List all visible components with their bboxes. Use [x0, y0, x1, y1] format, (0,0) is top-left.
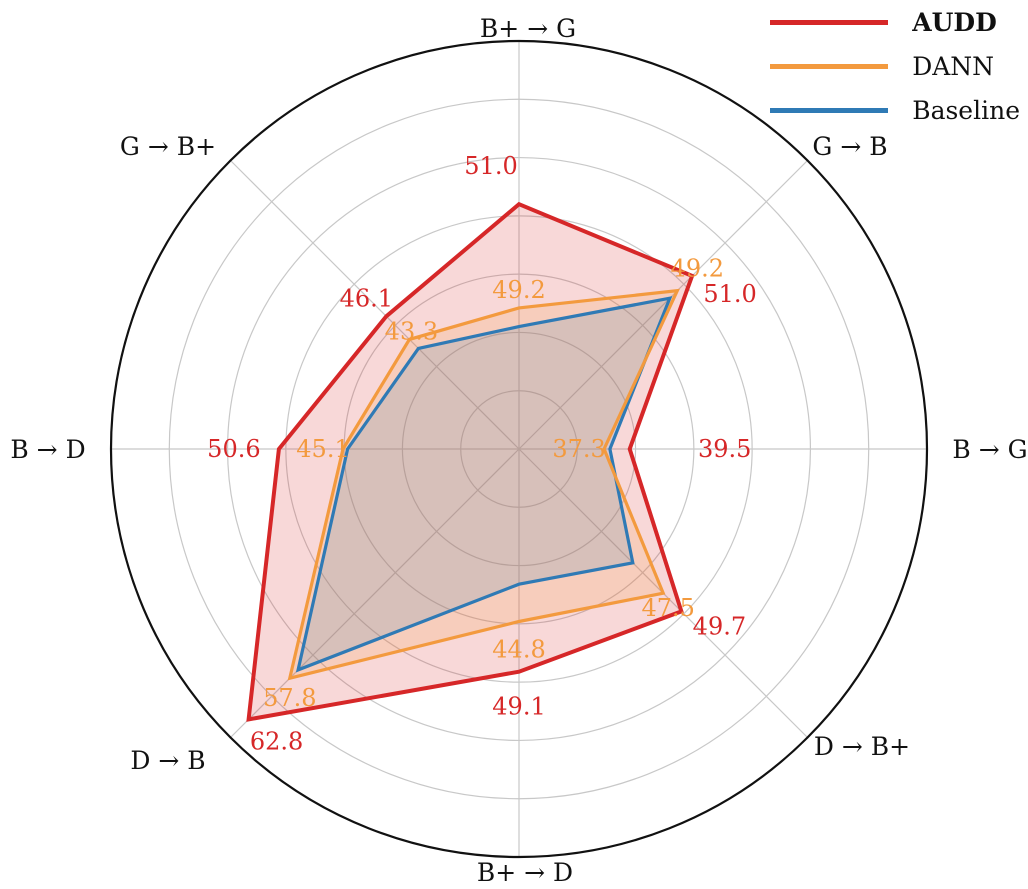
series-fill-dann	[289, 290, 678, 679]
value-label-audd: 49.1	[492, 693, 545, 721]
series-fills	[248, 204, 693, 720]
axis-label: G → B	[812, 132, 887, 161]
axis-label: B → D	[10, 435, 85, 464]
value-label-dann: 49.2	[671, 255, 724, 283]
axis-label: B+ → G	[480, 14, 576, 43]
axis-label: B+ → D	[477, 858, 573, 887]
axis-label: G → B+	[120, 132, 216, 161]
value-label-dann: 49.2	[492, 276, 545, 304]
legend: AUDD DANN Baseline	[770, 0, 1020, 132]
value-label-dann: 57.8	[263, 684, 316, 712]
value-label-dann: 37.3	[552, 435, 605, 463]
value-label-audd: 62.8	[250, 727, 303, 755]
axis-labels: B → G G → B B+ → G G → B+ B → D D → B B+ → D D …	[10, 14, 1027, 887]
series-fill-baseline	[298, 298, 670, 670]
legend-label-baseline: Baseline	[912, 95, 1020, 125]
series-line-dann	[287, 288, 680, 681]
value-label-audd: 46.1	[340, 284, 393, 312]
legend-item-dann: DANN	[770, 44, 1020, 88]
grid-spoke	[518, 160, 808, 450]
legend-item-audd: AUDD	[770, 0, 1020, 44]
legend-label-dann: DANN	[912, 51, 995, 81]
series-lines	[246, 201, 695, 722]
axis-label: B → G	[952, 435, 1027, 464]
series-line-audd	[246, 201, 695, 722]
legend-line-dann	[770, 63, 889, 69]
value-label-audd: 51.0	[703, 280, 756, 308]
axis-label: D → B	[130, 746, 205, 775]
value-label-audd: 49.7	[693, 612, 746, 640]
value-label-dann: 47.5	[641, 594, 694, 622]
legend-line-audd	[770, 19, 889, 25]
legend-line-baseline	[770, 107, 889, 113]
value-label-audd: 39.5	[698, 435, 751, 463]
value-label-dann: 44.8	[492, 636, 545, 664]
grid	[109, 39, 929, 859]
grid-spoke	[230, 160, 520, 450]
series-line-baseline	[295, 296, 673, 673]
legend-item-baseline: Baseline	[770, 88, 1020, 132]
axis-label: D → B+	[814, 732, 910, 761]
grid-spoke	[230, 448, 520, 738]
value-label-dann: 45.1	[296, 435, 349, 463]
value-label-dann: 43.3	[385, 317, 438, 345]
value-labels: 37.3 49.2 49.2 43.3 45.1 57.8 44.8 47.5 39.5 51.0…	[207, 152, 757, 755]
value-label-audd: 51.0	[464, 152, 517, 180]
series-fill-audd	[248, 204, 693, 720]
legend-label-audd: AUDD	[912, 7, 997, 37]
value-label-audd: 50.6	[207, 435, 260, 463]
outer-frame	[109, 39, 929, 859]
